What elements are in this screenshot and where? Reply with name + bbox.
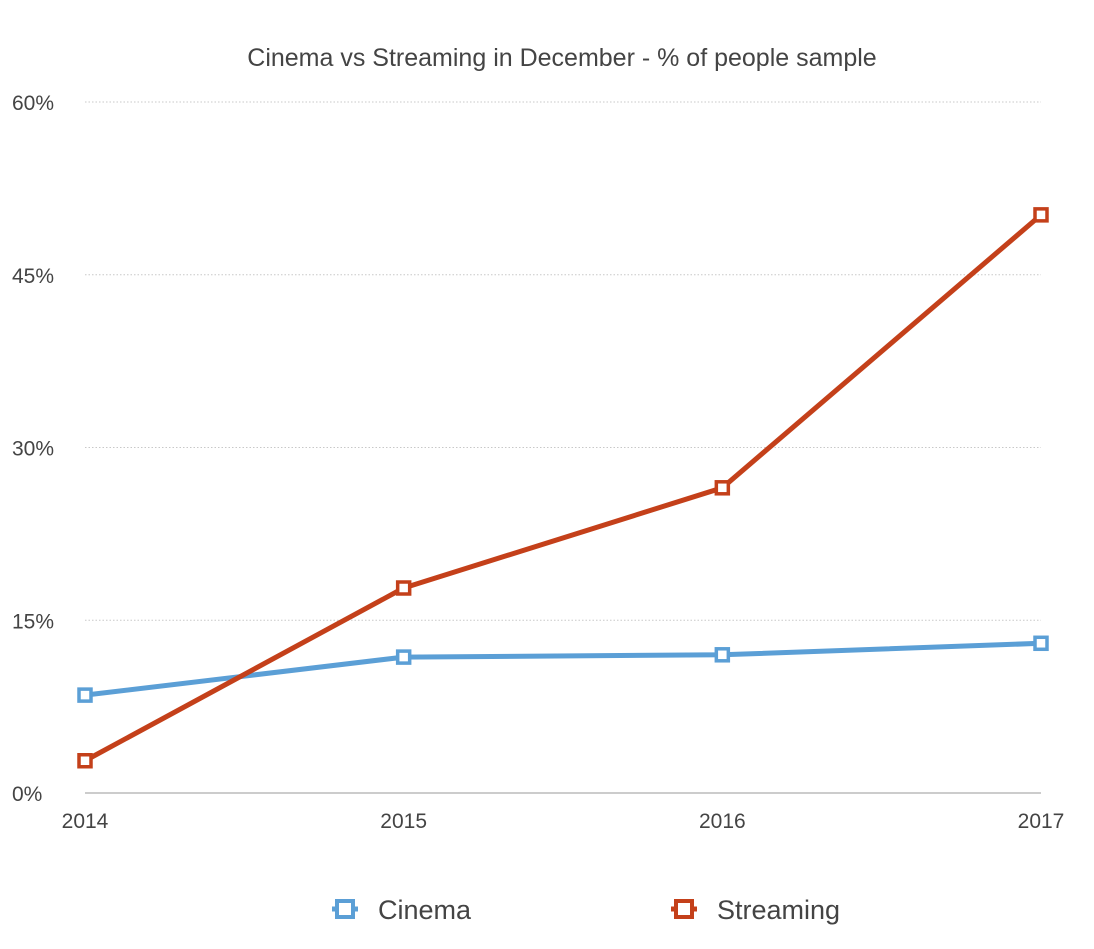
data-point-streaming — [1033, 207, 1049, 223]
data-point-cinema — [395, 649, 412, 665]
data-point-cinema — [714, 647, 731, 663]
data-point-streaming — [395, 580, 412, 596]
y-tick-label: 45% — [12, 265, 54, 288]
legend-swatch-marker-streaming — [674, 899, 694, 919]
x-tick-label: 2016 — [699, 810, 746, 833]
y-tick-label: 60% — [12, 92, 54, 115]
legend-label-cinema: Cinema — [378, 895, 472, 925]
data-point-cinema — [1033, 635, 1049, 652]
x-tick-label: 2014 — [62, 810, 109, 833]
x-tick-label: 2017 — [1018, 810, 1065, 833]
y-tick-label: 0% — [12, 783, 42, 806]
y-tick-label: 15% — [12, 610, 54, 633]
chart-title: Cinema vs Streaming in December - % of p… — [247, 44, 876, 72]
data-point-streaming — [77, 753, 93, 769]
x-tick-label: 2015 — [380, 810, 427, 833]
legend-swatch-marker-cinema — [335, 899, 355, 919]
data-point-cinema — [77, 687, 93, 703]
series-lines — [77, 207, 1049, 769]
y-axis-ticks: 0% 15% 30% 45% 60% — [12, 92, 54, 806]
x-axis-ticks: 2014 2015 2016 2017 — [62, 810, 1065, 833]
y-tick-label: 30% — [12, 438, 54, 461]
gridlines — [85, 101, 1041, 794]
legend: Cinema Streaming — [332, 895, 840, 925]
legend-label-streaming: Streaming — [717, 895, 840, 925]
data-point-streaming — [714, 480, 731, 496]
series-line-cinema — [82, 640, 1044, 698]
series-line-streaming — [82, 212, 1044, 764]
